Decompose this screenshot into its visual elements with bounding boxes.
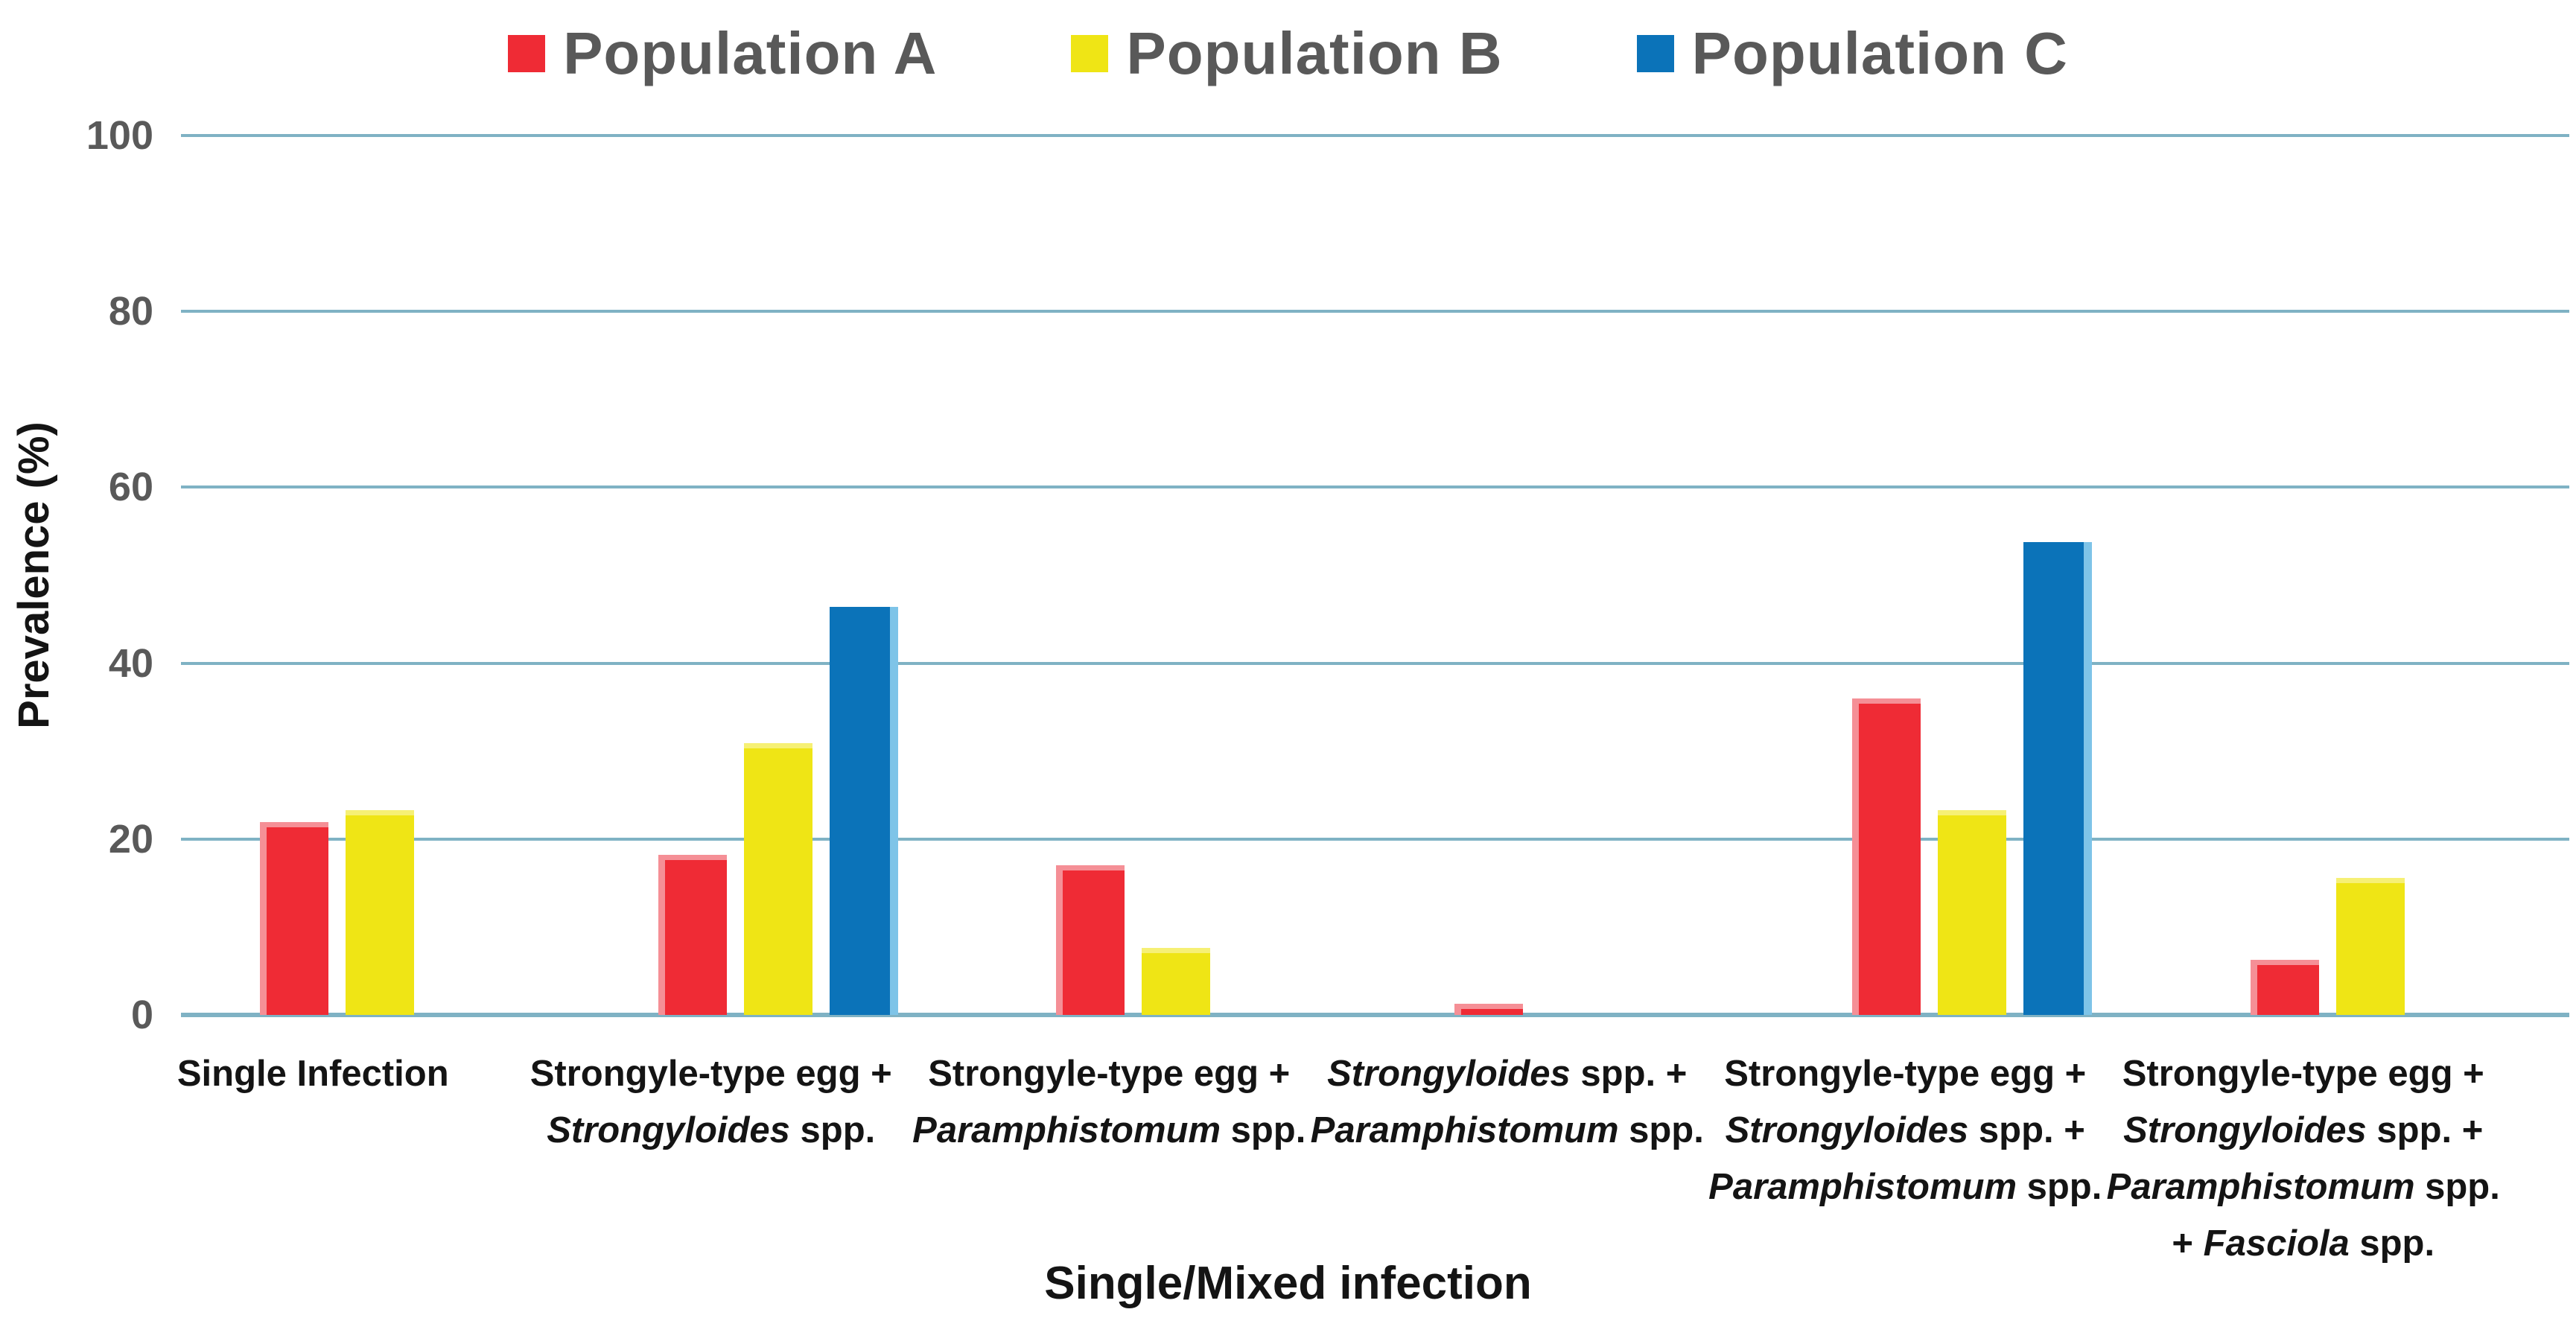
plot-area bbox=[181, 134, 2569, 1017]
bar-population-a-category-4 bbox=[1454, 1003, 1523, 1015]
legend-item-population-c: Population C bbox=[1636, 19, 2068, 88]
bar-population-b-category-1 bbox=[346, 809, 415, 1015]
category-label-4: Strongyloides spp. + Paramphistomum spp. bbox=[1310, 1054, 1704, 1150]
x-axis-title: Single/Mixed infection bbox=[1044, 1258, 1532, 1309]
bar-population-c-category-5 bbox=[2023, 541, 2093, 1015]
y-tick-label-100: 100 bbox=[86, 113, 153, 158]
legend-item-population-b: Population B bbox=[1071, 19, 1502, 88]
bar-population-a-category-1 bbox=[260, 822, 329, 1015]
bar-population-b-category-2 bbox=[743, 743, 812, 1015]
gridline-80 bbox=[181, 310, 2569, 313]
legend-item-population-a: Population A bbox=[508, 19, 937, 88]
gridline-100 bbox=[181, 134, 2569, 137]
bar-population-b-category-5 bbox=[1938, 809, 2007, 1015]
bar-population-b-category-3 bbox=[1142, 948, 1211, 1015]
y-tick-label-60: 60 bbox=[108, 465, 153, 510]
bar-population-b-category-6 bbox=[2335, 877, 2405, 1015]
legend-label-population-c: Population C bbox=[1691, 20, 2068, 86]
legend: Population A Population B Population C bbox=[0, 16, 2576, 91]
category-label-6: Strongyle-type egg + Strongyloides spp. +… bbox=[2106, 1054, 2500, 1264]
y-axis-title: Prevalence (%) bbox=[10, 421, 58, 729]
y-tick-label-0: 0 bbox=[130, 993, 153, 1037]
category-label-3: Strongyle-type egg + Paramphistomum spp. bbox=[912, 1054, 1306, 1150]
legend-marker-population-a bbox=[508, 35, 546, 72]
legend-label-population-a: Population A bbox=[563, 20, 938, 86]
y-tick-label-80: 80 bbox=[108, 289, 153, 334]
gridline-60 bbox=[181, 486, 2569, 489]
legend-marker-population-b bbox=[1071, 35, 1109, 72]
bar-population-a-category-2 bbox=[658, 855, 727, 1015]
gridline-40 bbox=[181, 661, 2569, 665]
bar-population-a-category-5 bbox=[1852, 698, 1921, 1015]
category-label-2: Strongyle-type egg + Strongyloides spp. bbox=[529, 1054, 892, 1150]
bar-population-c-category-2 bbox=[829, 607, 898, 1015]
y-tick-label-20: 20 bbox=[108, 816, 153, 862]
category-label-5: Strongyle-type egg + Strongyloides spp. +… bbox=[1708, 1054, 2102, 1207]
gridline-20 bbox=[181, 837, 2569, 841]
category-label-1: Single Infection bbox=[176, 1054, 449, 1094]
bar-population-a-category-6 bbox=[2250, 959, 2319, 1015]
legend-marker-population-c bbox=[1636, 35, 1674, 72]
legend-label-population-b: Population B bbox=[1126, 20, 1503, 86]
y-tick-label-40: 40 bbox=[108, 640, 153, 686]
bar-population-a-category-3 bbox=[1056, 865, 1125, 1015]
x-axis-line bbox=[181, 1013, 2569, 1017]
